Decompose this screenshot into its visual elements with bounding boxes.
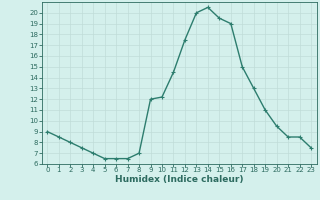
X-axis label: Humidex (Indice chaleur): Humidex (Indice chaleur) xyxy=(115,175,244,184)
